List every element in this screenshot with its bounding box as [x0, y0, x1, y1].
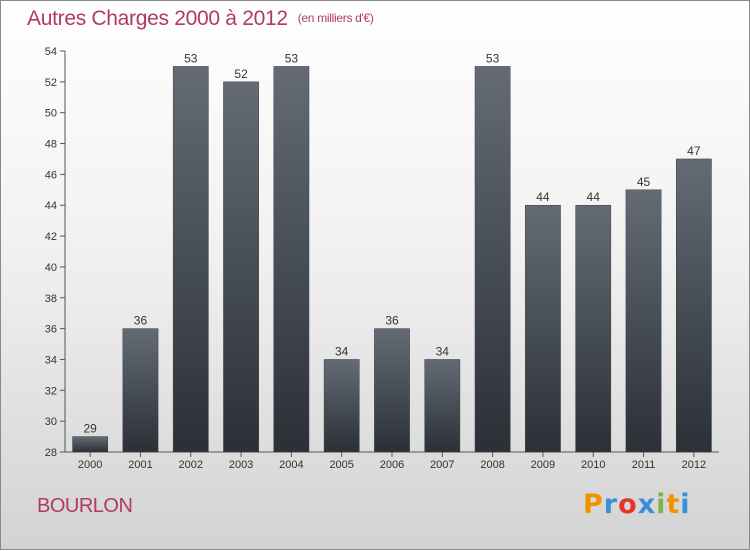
y-tick-label: 44 — [45, 200, 57, 212]
x-tick-label: 2001 — [128, 459, 152, 471]
data-label: 44 — [536, 190, 550, 204]
proxiti-logo[interactable]: Proxiti — [583, 489, 691, 520]
x-tick-label: 2007 — [430, 459, 454, 471]
x-tick-label: 2003 — [229, 459, 253, 471]
logo-letter: P — [583, 489, 604, 520]
chart-unit: (en milliers d'€) — [297, 11, 374, 25]
y-tick-label: 52 — [45, 77, 57, 89]
data-label: 53 — [285, 51, 299, 65]
y-tick-label: 30 — [45, 416, 57, 428]
bar-2012 — [675, 158, 712, 453]
y-tick-label: 28 — [45, 447, 57, 459]
chart-title-text: Autres Charges 2000 à 2012 — [27, 7, 288, 30]
bar-2006 — [374, 328, 410, 453]
commune-name: BOURLON — [37, 495, 133, 517]
logo-letter: x — [637, 489, 657, 520]
data-labels: 29 36 53 52 53 34 36 34 53 44 44 45 47 — [83, 51, 700, 435]
bar-2009 — [525, 204, 561, 453]
data-label: 36 — [385, 314, 399, 328]
data-label: 53 — [184, 51, 198, 65]
x-axis: 2000 2001 2002 2003 2004 2005 2006 2007 2008 2009… — [65, 451, 719, 471]
data-label: 47 — [687, 144, 701, 158]
data-label: 45 — [637, 175, 651, 189]
bar-2004 — [273, 66, 310, 453]
data-label: 29 — [83, 422, 97, 436]
y-tick-label: 36 — [45, 324, 57, 336]
logo-letter: r — [603, 489, 619, 520]
chart-title: Autres Charges 2000 à 2012 (en milliers d… — [27, 7, 374, 31]
x-tick-label: 2006 — [380, 459, 404, 471]
bars — [72, 66, 712, 453]
data-label: 34 — [436, 344, 450, 358]
bar-2010 — [575, 204, 612, 453]
y-tick-label: 54 — [45, 46, 57, 58]
x-tick-label: 2004 — [279, 459, 303, 471]
y-tick-label: 46 — [45, 169, 57, 181]
x-tick-label: 2009 — [531, 459, 555, 471]
bar-2002 — [172, 66, 209, 453]
x-tick-label: 2010 — [581, 459, 605, 471]
bar-2007 — [424, 359, 461, 453]
bar-2011 — [625, 189, 662, 453]
y-tick-label: 40 — [45, 262, 57, 274]
logo-letter: o — [618, 489, 638, 520]
data-label: 36 — [134, 314, 148, 328]
x-tick-label: 2011 — [632, 459, 656, 471]
bar-2008 — [474, 66, 511, 453]
y-tick-label: 32 — [45, 385, 57, 397]
logo-letter: i — [656, 489, 667, 520]
data-label: 34 — [335, 344, 349, 358]
bar-2003 — [223, 81, 259, 453]
logo-letter: t — [666, 489, 681, 520]
y-axis: 28 30 32 34 36 38 40 42 44 46 48 50 52 54 — [45, 46, 66, 459]
data-label: 44 — [587, 190, 601, 204]
y-tick-label: 34 — [45, 354, 57, 366]
bar-2000 — [72, 436, 109, 453]
x-tick-label: 2005 — [329, 459, 353, 471]
x-tick-label: 2008 — [480, 459, 504, 471]
x-tick-label: 2012 — [682, 459, 706, 471]
y-tick-label: 48 — [45, 139, 57, 151]
bar-2001 — [122, 328, 159, 453]
y-tick-label: 42 — [45, 231, 57, 243]
logo-letter: i — [680, 489, 691, 520]
x-tick-label: 2002 — [179, 459, 203, 471]
y-tick-label: 38 — [45, 293, 57, 305]
data-label: 53 — [486, 51, 500, 65]
data-label: 52 — [234, 67, 248, 81]
bar-2005 — [323, 359, 360, 453]
y-tick-label: 50 — [45, 108, 57, 120]
x-tick-label: 2000 — [78, 459, 102, 471]
